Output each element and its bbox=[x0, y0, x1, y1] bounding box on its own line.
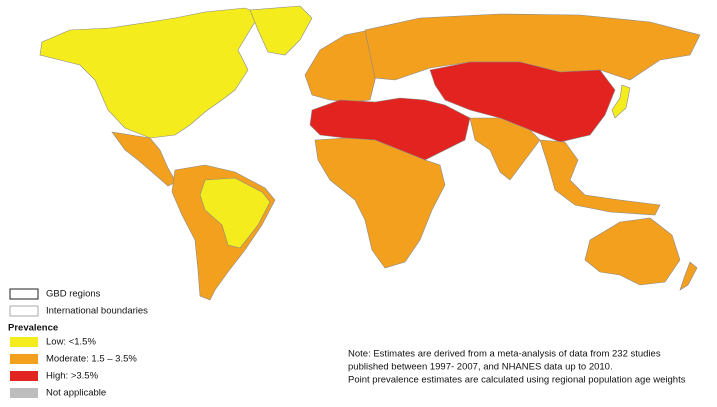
japan bbox=[611, 84, 631, 119]
south-asia bbox=[469, 117, 541, 181]
legend-swatch bbox=[10, 371, 38, 381]
australia bbox=[584, 217, 681, 286]
russia bbox=[364, 13, 701, 81]
note-line: published between 1997- 2007, and NHANES… bbox=[348, 362, 613, 373]
legend-swatch bbox=[10, 354, 38, 364]
brazil bbox=[199, 177, 271, 249]
new-zealand bbox=[679, 261, 698, 291]
central-america bbox=[111, 131, 177, 187]
north-america bbox=[39, 7, 261, 139]
north-africa-middle-east bbox=[309, 97, 471, 161]
note-line: Point prevalence estimates are calculate… bbox=[348, 375, 686, 386]
note-line: Note: Estimates are derived from a meta-… bbox=[348, 349, 661, 360]
sub-saharan-africa bbox=[314, 137, 446, 269]
boundary-swatch bbox=[9, 305, 39, 317]
central-asia-china bbox=[429, 61, 616, 143]
legend-label: Not applicable bbox=[46, 388, 106, 399]
legend: GBD regions International boundaries Pre… bbox=[8, 288, 148, 399]
legend-label: Moderate: 1.5 – 3.5% bbox=[46, 354, 137, 365]
legend-label: Low: <1.5% bbox=[46, 337, 96, 348]
gbd-region-swatch bbox=[9, 288, 39, 300]
greenland bbox=[249, 5, 313, 56]
legend-title: Prevalence bbox=[8, 323, 58, 334]
legend-items: Low: <1.5% Moderate: 1.5 – 3.5% High: >3.5… bbox=[10, 337, 137, 399]
europe bbox=[304, 29, 381, 103]
legend-label: International boundaries bbox=[46, 306, 148, 317]
world-map bbox=[39, 5, 701, 301]
legend-swatch bbox=[10, 337, 38, 347]
legend-swatch bbox=[10, 388, 38, 398]
note: Note: Estimates are derived from a meta-… bbox=[348, 349, 686, 386]
legend-label: GBD regions bbox=[46, 289, 101, 300]
legend-label: High: >3.5% bbox=[46, 371, 99, 382]
southeast-asia bbox=[539, 139, 661, 216]
